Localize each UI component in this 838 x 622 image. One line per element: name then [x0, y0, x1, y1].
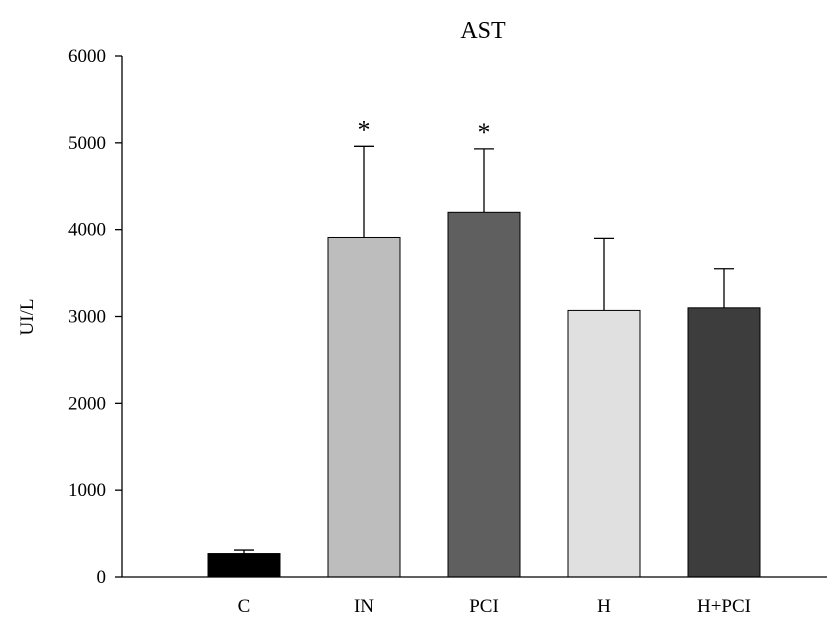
bar-c — [207, 553, 281, 578]
x-tick-label: PCI — [469, 596, 499, 617]
bar-in — [327, 236, 401, 578]
bars-group — [207, 211, 761, 578]
y-axis-label: UI/L — [17, 299, 38, 336]
bar-h-plus-pci — [687, 307, 761, 578]
x-tick-label: H — [597, 596, 611, 617]
significance-marker: * — [478, 118, 491, 147]
y-tick-label: 0 — [97, 567, 107, 588]
x-tick-label: H+PCI — [697, 596, 751, 617]
y-ticks-group: 0 1000 2000 3000 4000 5000 6000 — [68, 46, 122, 588]
y-tick-label: 1000 — [68, 480, 106, 501]
x-ticks-group: C IN PCI H H+PCI — [238, 596, 751, 617]
y-tick-label: 6000 — [68, 46, 106, 67]
x-tick-label: IN — [354, 596, 374, 617]
y-tick-label: 4000 — [68, 220, 106, 241]
error-bars-group — [234, 145, 734, 554]
significance-group: * * — [358, 115, 491, 147]
bar-h — [567, 309, 641, 578]
x-tick-label: C — [238, 596, 251, 617]
bar-pci — [447, 211, 521, 578]
y-tick-label: 3000 — [68, 307, 106, 328]
significance-marker: * — [358, 115, 371, 144]
y-tick-label: 5000 — [68, 133, 106, 154]
y-tick-label: 2000 — [68, 393, 106, 414]
chart-title: AST — [460, 18, 506, 44]
